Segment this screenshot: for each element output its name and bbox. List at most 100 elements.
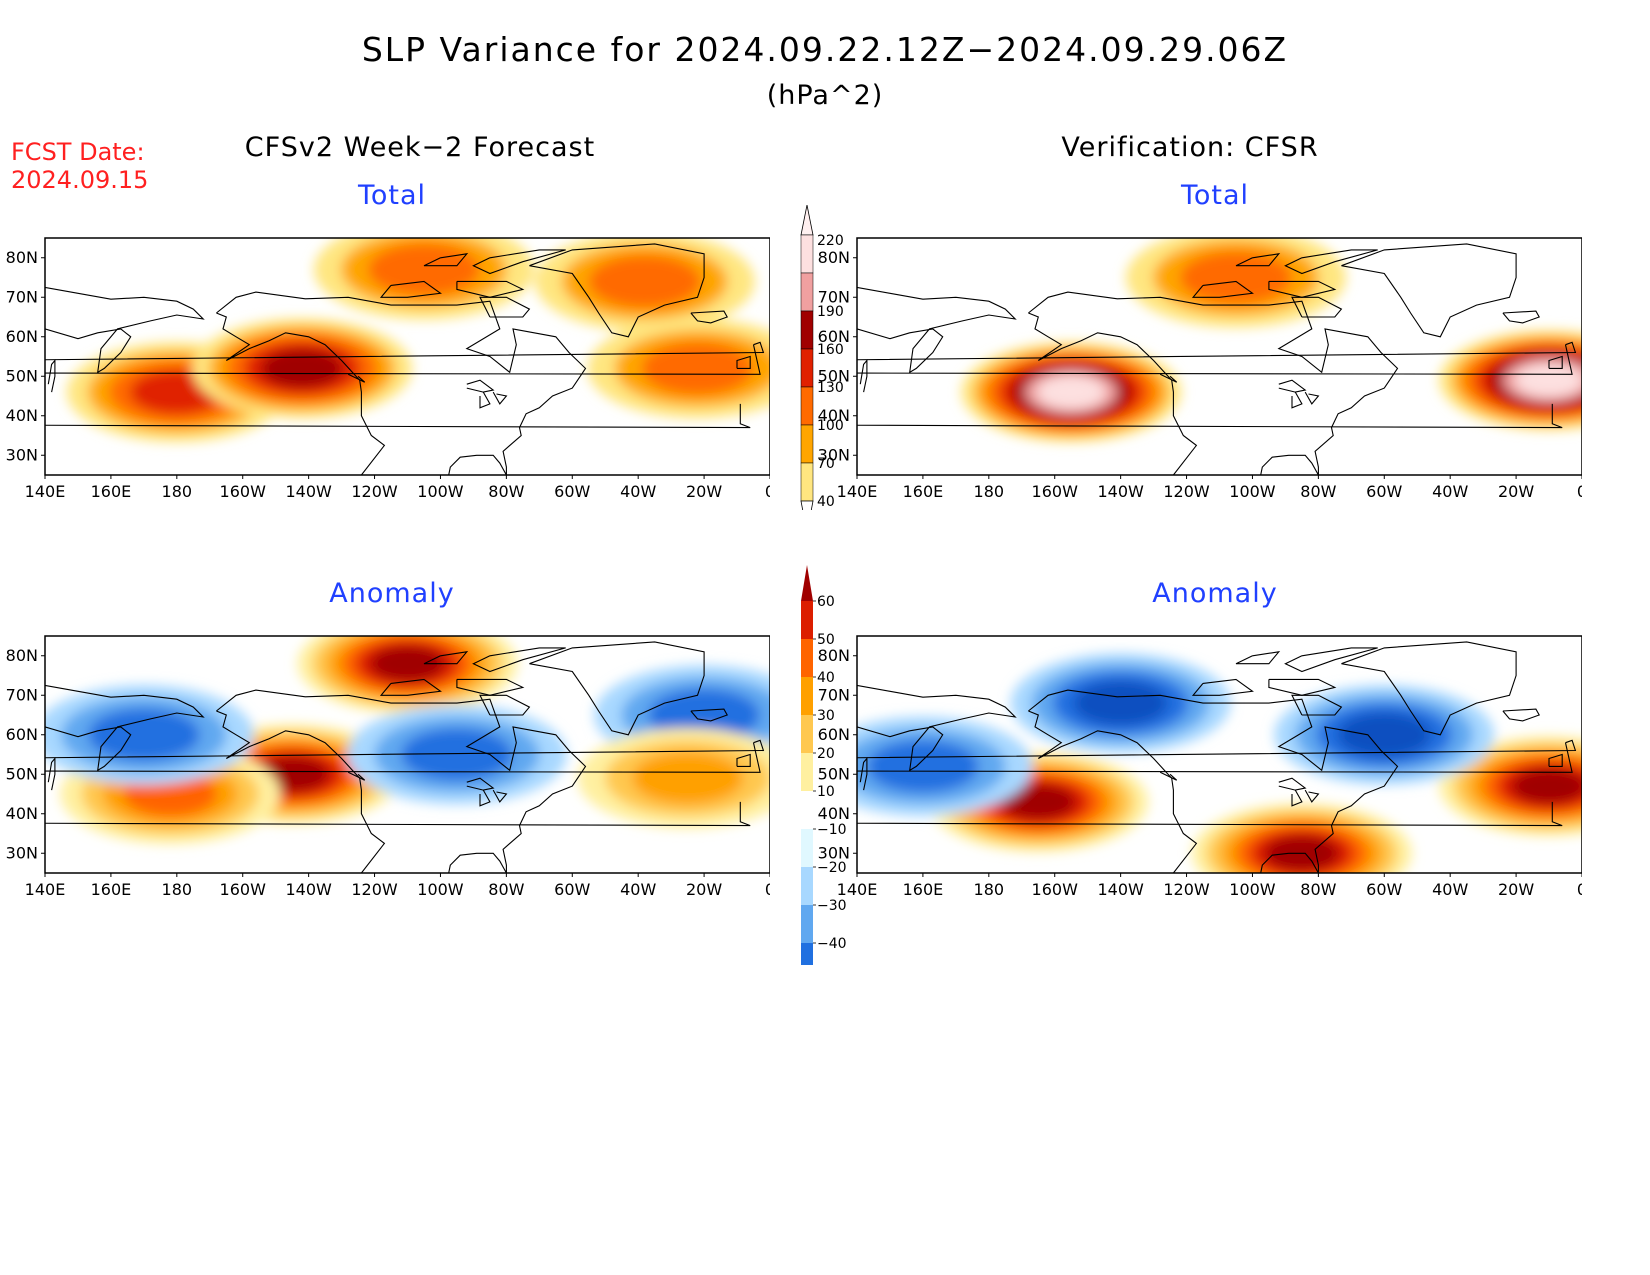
coastline-10 bbox=[1268, 280, 1337, 298]
coastline-1 bbox=[1028, 312, 1198, 475]
coastline-0 bbox=[216, 689, 587, 873]
colorbar-anomaly: 60 50 40 30 20 10 −10 −20 −30 −40 bbox=[795, 565, 855, 965]
lon-tick-label: 140W bbox=[285, 482, 332, 500]
lat-tick-label: 70N bbox=[6, 287, 38, 306]
lon-tick-label: 60W bbox=[1366, 482, 1402, 500]
lat-tick-label: 50N bbox=[818, 366, 850, 385]
field-contour-4-2 bbox=[88, 708, 200, 761]
lon-tick-label: 120W bbox=[1163, 482, 1210, 500]
coastline-11 bbox=[1191, 280, 1254, 298]
coastline-14 bbox=[1291, 296, 1343, 318]
lat-tick-label: 60N bbox=[6, 725, 38, 744]
colorbar-total-swatch-70 bbox=[800, 424, 814, 464]
lat-tick-label: 30N bbox=[818, 843, 850, 862]
lon-tick-label: 60W bbox=[554, 482, 590, 500]
field-contour-2-2 bbox=[368, 243, 480, 296]
lon-tick-label: 100W bbox=[417, 880, 464, 898]
lon-tick-label: 160W bbox=[220, 482, 267, 500]
colorbar-total-label: 160 bbox=[817, 342, 844, 358]
lat-tick-label: 40N bbox=[818, 804, 850, 823]
coastline-2 bbox=[529, 641, 705, 736]
colorbar-anomaly-label: 30 bbox=[817, 708, 835, 724]
panel-title-fcst-total: Total bbox=[357, 180, 427, 211]
coastline-5 bbox=[47, 358, 56, 393]
lon-tick-label: 140W bbox=[1097, 880, 1144, 898]
lat-tick-label: 80N bbox=[818, 248, 850, 267]
coastline-7 bbox=[1548, 355, 1563, 369]
coastline-7 bbox=[736, 753, 751, 767]
coastline-6 bbox=[857, 739, 1577, 773]
lon-tick-label: 80W bbox=[488, 880, 524, 898]
coastline-13 bbox=[1235, 253, 1281, 267]
lon-tick-label: 60W bbox=[1366, 880, 1402, 898]
fcst-date-block: FCST Date: 2024.09.15 bbox=[11, 138, 148, 194]
lon-tick-label: 180 bbox=[974, 482, 1005, 500]
coastline-9 bbox=[347, 373, 366, 383]
lat-tick-label: 60N bbox=[818, 725, 850, 744]
lon-tick-label: 0 bbox=[765, 880, 770, 898]
panel-title-fcst-anomaly: Anomaly bbox=[329, 578, 455, 609]
lon-tick-label: 80W bbox=[1300, 482, 1336, 500]
coastline-4 bbox=[45, 286, 205, 374]
map-frame bbox=[44, 237, 770, 476]
coastline-15 bbox=[1278, 379, 1307, 393]
field-contour-1-6 bbox=[1515, 363, 1582, 397]
colorbar-total-label: 70 bbox=[817, 456, 835, 472]
coastline-8 bbox=[857, 403, 1563, 429]
lon-tick-label: 160W bbox=[220, 880, 267, 898]
map-fcst-total: 140E 160E 180 160W 140W 120W 100W 80W 60W 40W 20W 0… bbox=[0, 230, 770, 500]
coastline-13 bbox=[1235, 651, 1281, 665]
lon-tick-label: 140E bbox=[25, 880, 66, 898]
coastline-15 bbox=[466, 379, 495, 393]
colorbar-total-label: 100 bbox=[817, 418, 844, 434]
units-subtitle: (hPa^2) bbox=[766, 80, 884, 111]
coastline-17 bbox=[1304, 789, 1320, 803]
coastline-12 bbox=[1284, 647, 1378, 673]
colorbar-anomaly-swatch-8 bbox=[801, 867, 813, 905]
coastline-13 bbox=[423, 651, 469, 665]
coastline-3 bbox=[690, 310, 728, 324]
coastline-5 bbox=[859, 756, 868, 791]
coastline-4 bbox=[857, 684, 1017, 772]
coastline-16 bbox=[1291, 789, 1303, 807]
field-contour-3-3 bbox=[1337, 712, 1431, 757]
coastline-2 bbox=[529, 243, 705, 338]
main-title: SLP Variance for 2024.09.22.12Z−2024.09.… bbox=[361, 30, 1289, 69]
colorbar-anomaly-top-tip bbox=[801, 565, 813, 601]
field-contour-2-2 bbox=[1180, 251, 1292, 304]
coastline-3 bbox=[690, 708, 728, 722]
coastline-7 bbox=[1548, 753, 1563, 767]
field-contour-0-5 bbox=[1001, 784, 1076, 820]
coastline-10 bbox=[1268, 678, 1337, 696]
colorbar-total-swatch-190 bbox=[800, 272, 814, 312]
coastline-5 bbox=[859, 358, 868, 393]
map-frame bbox=[44, 635, 770, 874]
coastline-1 bbox=[1028, 710, 1198, 873]
coastline-9 bbox=[1159, 771, 1178, 781]
lon-tick-label: 180 bbox=[974, 880, 1005, 898]
coastline-15 bbox=[466, 777, 495, 791]
colorbar-anomaly-swatch-6 bbox=[801, 791, 813, 829]
lon-tick-label: 40W bbox=[620, 880, 656, 898]
lon-tick-label: 160W bbox=[1032, 880, 1079, 898]
lat-tick-label: 40N bbox=[6, 804, 38, 823]
coastline-10 bbox=[456, 678, 525, 696]
map-verif-total: 140E 160E 180 160W 140W 120W 100W 80W 60W 40W 20W 0… bbox=[812, 230, 1582, 500]
lon-tick-label: 20W bbox=[1498, 880, 1534, 898]
coastline-14 bbox=[479, 694, 531, 716]
field-contour-0-5 bbox=[370, 645, 445, 682]
lat-tick-label: 40N bbox=[6, 406, 38, 425]
colorbar-anomaly-label: −10 bbox=[817, 822, 847, 838]
coastline-4 bbox=[45, 684, 205, 772]
map-frame bbox=[856, 237, 1582, 476]
lon-tick-label: 100W bbox=[417, 482, 464, 500]
colorbar-total-label: 190 bbox=[817, 304, 844, 320]
coastline-6 bbox=[45, 739, 765, 773]
lat-tick-label: 70N bbox=[818, 685, 850, 704]
field-contour-6-2 bbox=[631, 752, 744, 805]
map-fcst-anomaly: 140E 160E 180 160W 140W 120W 100W 80W 60W 40W 20W 0… bbox=[0, 628, 770, 898]
coastline-13 bbox=[423, 253, 469, 267]
lon-tick-label: 140W bbox=[1097, 482, 1144, 500]
coastline-16 bbox=[479, 789, 491, 807]
colorbar-anomaly-swatch-2 bbox=[801, 639, 813, 677]
